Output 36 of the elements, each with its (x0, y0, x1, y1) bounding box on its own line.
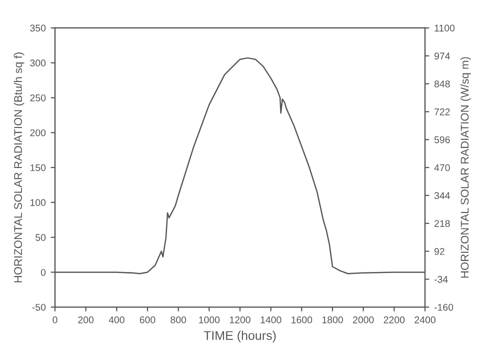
y2-axis-title: HORIZONTAL SOLAR RADIATION (W/sq m) (460, 57, 471, 278)
y2-tick-label: 344 (434, 192, 450, 200)
x-tick-label: 1600 (292, 316, 312, 324)
x-tick-label: 1400 (260, 316, 282, 324)
y2-tick-label: 92 (434, 248, 444, 255)
y-tick-label: 200 (30, 129, 46, 136)
y2-tick-label: -34 (434, 276, 448, 283)
x-tick-label: 400 (108, 316, 124, 324)
y-tick-label: 50 (36, 234, 46, 241)
y2-tick-label: 218 (434, 220, 450, 227)
y2-tick-label: 848 (434, 80, 450, 88)
y-tick-label: 0 (40, 268, 46, 276)
x-tick-label: 200 (78, 316, 94, 324)
x-tick-label: 2200 (384, 316, 405, 324)
y2-tick-label: 722 (434, 108, 450, 116)
x-tick-label: 600 (140, 316, 156, 324)
y-tick-label: 350 (30, 24, 46, 32)
y2-tick-label: -160 (434, 304, 454, 311)
y-tick-label: 150 (30, 164, 46, 172)
x-tick-label: 0 (52, 316, 58, 324)
x-tick-label: 1200 (230, 316, 250, 324)
y-tick-label: 300 (30, 60, 46, 66)
y2-tick-label: 1100 (434, 24, 455, 32)
x-axis-title: TIME (hours) (204, 330, 276, 342)
x-tick-label: 800 (170, 316, 186, 324)
y-tick-label: 250 (30, 94, 46, 102)
x-tick-label: 1800 (322, 316, 343, 324)
y-axis-title: HORIZONTAL SOLAR RADIATION (Btu/h sq f) (14, 52, 24, 282)
x-tick-label: 1000 (199, 316, 220, 324)
x-tick-label: 2000 (353, 316, 374, 324)
x-tick-label: 2400 (414, 316, 436, 324)
y-tick-label: -50 (32, 304, 46, 311)
y2-tick-label: 470 (434, 164, 450, 172)
y-tick-label: 100 (30, 199, 46, 206)
y2-tick-label: 974 (434, 52, 450, 60)
y2-tick-label: 596 (434, 136, 450, 144)
